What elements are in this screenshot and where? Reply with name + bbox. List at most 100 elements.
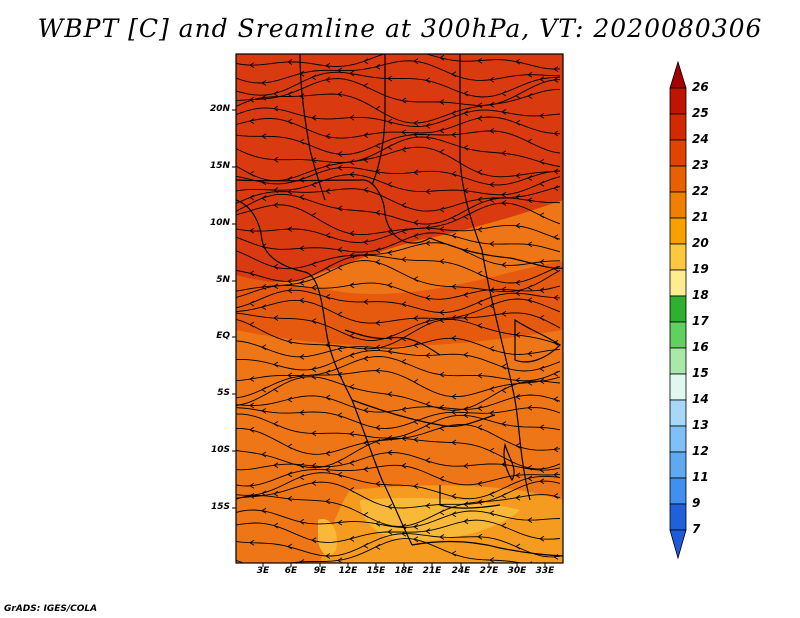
- streamline-arrow: [363, 187, 369, 193]
- streamline-arrow: [413, 219, 419, 226]
- streamline-arrow: [527, 475, 533, 482]
- streamline-arrow: [401, 202, 407, 209]
- streamline-arrow: [249, 482, 255, 489]
- streamline-arrow: [489, 345, 495, 352]
- streamline-arrow: [249, 96, 255, 103]
- country-border: [351, 399, 496, 427]
- longitude-label: 30E: [507, 566, 527, 576]
- streamline-arrow: [249, 227, 255, 234]
- streamline: [236, 193, 561, 225]
- streamline-arrow: [425, 77, 431, 84]
- streamline-arrow: [363, 407, 369, 414]
- streamline-arrow: [439, 425, 445, 432]
- streamline-arrow: [261, 195, 267, 202]
- streamline-arrow: [553, 265, 559, 272]
- streamline-arrow: [311, 114, 317, 121]
- streamline-arrow: [375, 142, 381, 149]
- streamline-arrow: [287, 188, 293, 195]
- map-title: WBPT [C] and Sreamline at 300hPa, VT: 20…: [37, 14, 763, 43]
- streamline-arrow: [261, 507, 267, 514]
- colorbar-segment: [669, 191, 687, 219]
- streamline-arrow: [477, 115, 483, 122]
- streamline-arrow: [451, 71, 457, 78]
- colorbar-label: 26: [692, 80, 709, 94]
- colorbar-segment: [669, 451, 687, 479]
- streamline-arrow: [349, 230, 355, 237]
- country-border: [439, 485, 501, 509]
- streamline-arrow: [337, 519, 343, 526]
- streamline-arrow: [337, 151, 343, 157]
- streamline-arrow: [489, 76, 495, 83]
- country-border: [514, 318, 561, 363]
- streamline-arrow: [553, 130, 559, 137]
- streamline-arrow: [363, 542, 369, 549]
- streamline-arrow: [489, 410, 495, 416]
- streamline-arrow: [261, 344, 267, 351]
- streamline-arrow: [425, 134, 431, 141]
- streamline-arrow: [489, 447, 495, 454]
- streamline-arrow: [299, 138, 305, 145]
- streamline-arrow: [387, 282, 393, 289]
- streamline-arrow: [311, 366, 317, 373]
- streamline-arrow: [337, 91, 343, 98]
- streamline-arrow: [477, 499, 483, 505]
- colorbar-segment: [669, 425, 687, 453]
- country-borders: [236, 54, 563, 557]
- streamline-arrow: [515, 92, 521, 99]
- streamline: [236, 509, 561, 528]
- streamline-arrow: [249, 376, 255, 382]
- streamline: [236, 318, 561, 350]
- latitude-label: 10S: [210, 445, 230, 455]
- streamline-arrow: [451, 214, 457, 221]
- streamline-arrow: [501, 387, 507, 394]
- colorbar-segment: [669, 295, 687, 323]
- streamline-arrow: [375, 209, 381, 216]
- streamline-arrow: [515, 58, 521, 65]
- streamline: [236, 71, 561, 98]
- streamline-arrow: [375, 367, 381, 374]
- streamline-arrow: [501, 191, 507, 198]
- streamline-arrow: [363, 299, 369, 305]
- streamline-arrow: [539, 112, 545, 119]
- streamline-arrow: [363, 157, 369, 163]
- streamline-arrow: [273, 421, 279, 427]
- streamline-arrow: [273, 386, 279, 393]
- streamline-arrow: [539, 212, 545, 219]
- streamline-arrow: [501, 286, 507, 293]
- colorbar-label: 21: [692, 210, 709, 224]
- streamline-arrow: [413, 536, 419, 543]
- streamline-arrow: [539, 287, 545, 294]
- streamline-arrow: [401, 146, 407, 153]
- streamline-arrow: [489, 128, 495, 134]
- streamline-arrow: [325, 62, 331, 69]
- streamline-arrow: [349, 114, 355, 121]
- streamline-arrow: [527, 241, 533, 248]
- streamline-arrow: [287, 59, 293, 65]
- streamline-arrow: [349, 282, 355, 289]
- streamline-arrow: [325, 232, 331, 239]
- streamline: [236, 130, 561, 155]
- streamline-arrow: [249, 300, 255, 307]
- colorbar-segment: [669, 165, 687, 193]
- streamline-arrow: [299, 280, 305, 286]
- streamline: [236, 494, 561, 527]
- streamline-arrow: [249, 62, 255, 68]
- streamline-arrow: [439, 509, 445, 516]
- streamline-arrow: [375, 259, 381, 265]
- streamline-arrow: [249, 493, 255, 499]
- streamline-arrow: [439, 475, 445, 482]
- colorbar-label: 18: [692, 288, 709, 302]
- streamline-arrow: [375, 320, 381, 326]
- colorbar-label: 24: [692, 132, 709, 146]
- colorbar-segment: [669, 477, 687, 505]
- streamline-arrow: [311, 261, 317, 268]
- streamline: [236, 224, 561, 243]
- streamline-arrow: [325, 265, 331, 272]
- country-border: [481, 249, 531, 501]
- streamline-arrow: [261, 408, 267, 414]
- streamline-arrow: [539, 365, 545, 372]
- streamline-arrow: [375, 63, 381, 70]
- longitude-label: 18E: [394, 566, 414, 576]
- streamline-arrow: [477, 322, 483, 329]
- streamline-arrow: [311, 74, 317, 81]
